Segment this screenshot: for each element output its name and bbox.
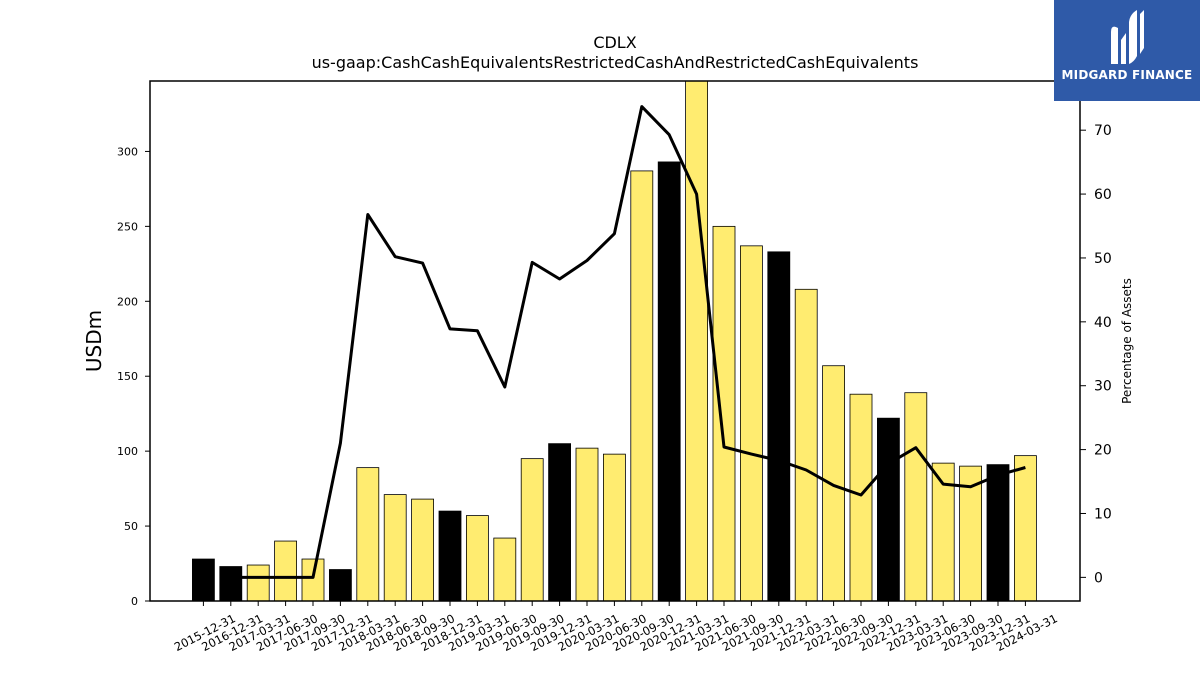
bar-2021-12-31 bbox=[767, 251, 791, 602]
logo-text: MIDGARD FINANCE bbox=[1061, 68, 1193, 82]
bar-2018-03-31 bbox=[356, 467, 380, 602]
bar-2016-12-31 bbox=[219, 566, 243, 602]
bar-2023-12-31 bbox=[986, 464, 1010, 602]
bar-2022-09-30 bbox=[849, 393, 873, 602]
bar-2017-03-31 bbox=[246, 564, 270, 602]
bar-2015-12-31 bbox=[191, 558, 215, 602]
left-tick-label-50: 50 bbox=[124, 520, 138, 533]
bar-2021-06-30 bbox=[712, 225, 736, 602]
left-tick-label-100: 100 bbox=[117, 445, 138, 458]
bar-2019-12-31 bbox=[548, 443, 571, 602]
right-tick-label-60: 60 bbox=[1094, 187, 1112, 203]
bar-2022-03-31 bbox=[794, 288, 818, 602]
percentage-line bbox=[230, 105, 1026, 579]
left-tick-label-200: 200 bbox=[117, 295, 138, 308]
left-tick-label-150: 150 bbox=[117, 370, 138, 383]
bar-2020-03-31 bbox=[575, 447, 599, 602]
right-tick-label-0: 0 bbox=[1094, 570, 1103, 586]
right-tick-label-20: 20 bbox=[1094, 443, 1112, 459]
chart-subtitle: us-gaap:CashCashEquivalentsRestrictedCas… bbox=[312, 53, 919, 72]
right-tick-label-30: 30 bbox=[1094, 379, 1112, 395]
bar-2019-03-31 bbox=[465, 515, 489, 602]
bar-2019-06-30 bbox=[493, 537, 517, 602]
bar-2017-06-30 bbox=[274, 540, 298, 602]
x-axis: 2015-12-312016-12-312017-03-312017-06-30… bbox=[172, 601, 1060, 654]
left-tick-label-250: 250 bbox=[117, 220, 138, 233]
bar-2020-09-30 bbox=[630, 170, 654, 602]
right-axis: 0 10 20 30 40 50 60 70 bbox=[1080, 123, 1112, 586]
bar-2020-12-31 bbox=[657, 161, 681, 602]
bar-2020-06-30 bbox=[603, 453, 626, 602]
midgard-logo-icon bbox=[1111, 10, 1144, 65]
left-tick-label-300: 300 bbox=[117, 145, 138, 158]
bar-2018-09-30 bbox=[411, 498, 435, 602]
bar-2017-09-30 bbox=[301, 558, 325, 602]
line-layer bbox=[230, 105, 1026, 579]
y2-axis-label: Percentage of Assets bbox=[1120, 278, 1134, 404]
right-tick-label-40: 40 bbox=[1094, 315, 1112, 331]
bars-layer bbox=[191, 80, 1037, 602]
chart-title: CDLX bbox=[593, 33, 636, 52]
right-tick-label-50: 50 bbox=[1094, 251, 1112, 267]
bar-2019-09-30 bbox=[520, 458, 544, 602]
left-axis: 0 50 100 150 200 250 300 bbox=[117, 145, 150, 608]
bar-2018-06-30 bbox=[383, 494, 407, 602]
y-axis-label: USDm bbox=[82, 310, 106, 372]
bar-2018-12-31 bbox=[438, 510, 462, 602]
right-tick-label-70: 70 bbox=[1094, 123, 1112, 139]
brand-logo: MIDGARD FINANCE bbox=[1054, 0, 1200, 101]
bar-2022-06-30 bbox=[822, 365, 845, 602]
bar-2024-03-31 bbox=[1014, 455, 1037, 602]
bar-2017-12-31 bbox=[328, 569, 352, 602]
bar-2021-09-30 bbox=[740, 245, 763, 602]
bar-2022-12-31 bbox=[877, 417, 900, 602]
right-tick-label-10: 10 bbox=[1094, 506, 1112, 522]
bar-2021-03-31 bbox=[685, 80, 708, 602]
plot-frame bbox=[149, 80, 1081, 602]
left-tick-label-0: 0 bbox=[131, 595, 138, 608]
bar-2023-03-31 bbox=[904, 392, 928, 602]
